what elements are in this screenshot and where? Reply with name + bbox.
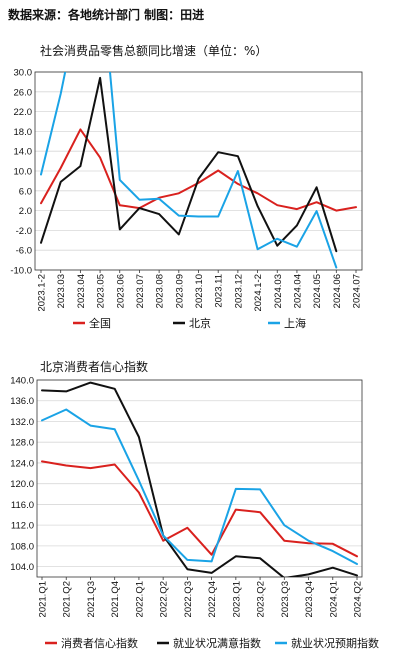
chart1-legend-label-1: 消费者信心指数 [61,636,138,650]
chart1-y-tick-label: 116.0 [11,500,34,511]
chart1-series-line-2 [41,381,358,577]
chart1-y-tick-label: 120.0 [10,479,34,490]
chart1-y-tick-label: 124.0 [10,458,34,469]
chart0-x-tick-label: 2023.06 [115,274,126,308]
consumer-confidence-chart: 140.0 136.0 132.0 128.0 124.0 120.0 116.0 112.0… [10,376,379,651]
chart0-x-tick-label: 2023.10 [194,274,205,308]
chart0-y-tick-label: 18.0 [14,127,33,138]
chart0-y-tick-label: 26.0 [14,87,33,98]
chart0-x-tick-label: 2023.03 [56,274,67,308]
chart1-series-line-3 [41,408,358,565]
chart0-x-tick-label: 2023.05 [96,274,107,308]
chart1-y-tick-label: 108.0 [10,541,34,552]
chart1-x-tick-label: 2021.Q3 [86,581,97,617]
chart0-x-tick-label: 2024.05 [312,274,323,308]
chart1-title: 社会消费品零售总额同比增速（单位：%） [40,44,268,58]
source-line: 数据来源：各地统计部门 制图：田进 [8,8,205,22]
chart0-x-tick-label: 2023.04 [76,274,87,308]
chart0-x-tick-label: 2024.03 [273,274,284,308]
chart0-y-tick-label: 6.0 [19,186,32,197]
chart1-x-tick-label: 2023.Q1 [231,581,242,617]
chart0-x-tick-label: 2023.08 [155,274,166,308]
chart1-x-tick-label: 2022.Q1 [134,581,145,617]
chart1-x-tick-label: 2022.Q2 [159,581,170,617]
chart1-x-tick-label: 2023.Q2 [256,581,267,617]
chart1-y-tick-label: 136.0 [10,396,34,407]
chart1-x-tick-label: 2022.Q4 [207,581,218,617]
chart0-series-group [40,72,357,269]
chart1-series-group [41,381,358,577]
chart0-x-tick-label: 2024.1-2 [253,274,264,312]
chart0-x-tick-label: 2023.1-2 [37,274,48,312]
chart0-y-tick-label: 14.0 [14,147,33,158]
chart0-y-tick-label: 22.0 [14,107,33,118]
chart0-x-tick-label: 2023.12 [233,274,244,308]
chart0-series-line-2 [40,76,338,253]
retail-sales-growth-chart: 30.0 26.0 22.0 18.0 14.0 10.0 6.0 2.0 -2.0 -6.0 -1… [10,68,363,331]
chart1-x-tick-label: 2021.Q1 [38,581,49,617]
chart0-x-tick-label: 2024.07 [352,274,363,308]
chart1-plot-frame [36,379,363,578]
chart0-legend-label-3: 上海 [284,316,306,330]
chart0-x-tick-label: 2023.07 [135,274,146,308]
chart0-x-tick-label: 2024.06 [332,274,343,308]
chart0-x-tick-label: 2023.11 [214,274,225,308]
chart0-y-tick-label: 2.0 [19,206,32,217]
chart0-y-tick-label: 10.0 [14,167,33,178]
chart1-x-tick-label: 2024.Q1 [328,581,339,617]
chart1-x-tick-label: 2024.Q2 [353,581,364,617]
chart1-x-tick-label: 2022.Q3 [183,581,194,617]
chart1-y-tick-label: 140.0 [10,376,34,387]
chart0-y-tick-label: 30.0 [14,68,33,79]
chart1-y-tick-label: 104.0 [10,562,34,573]
chart0-series-line-3 [40,72,338,269]
chart1-x-tick-label: 2023.Q4 [304,581,315,617]
chart0-x-tick-label: 2023.09 [174,274,185,308]
chart1-legend-label-2: 就业状况满意指数 [173,636,261,650]
chart1-y-tick-label: 132.0 [10,417,34,428]
chart1-x-tick-label: 2023.Q3 [280,581,291,617]
chart0-x-tick-label: 2024.04 [292,274,303,308]
chart1-legend-label-3: 就业状况预期指数 [291,636,379,650]
chart0-y-tick-label: -6.0 [16,246,32,257]
chart0-legend-label-2: 北京 [189,316,211,330]
chart0-series-line-1 [40,128,357,212]
chart1-y-tick-label: 128.0 [10,438,34,449]
chart2-title: 北京消费者信心指数 [40,360,149,374]
chart0-legend-label-1: 全国 [89,316,111,330]
chart0-y-tick-label: -2.0 [16,226,32,237]
chart0-y-tick-label: -10.0 [10,266,32,277]
chart1-x-tick-label: 2021.Q4 [110,581,121,617]
chart1-y-tick-label: 112.0 [11,521,34,532]
chart1-series-line-1 [41,460,358,558]
chart1-x-tick-label: 2021.Q2 [62,581,73,617]
